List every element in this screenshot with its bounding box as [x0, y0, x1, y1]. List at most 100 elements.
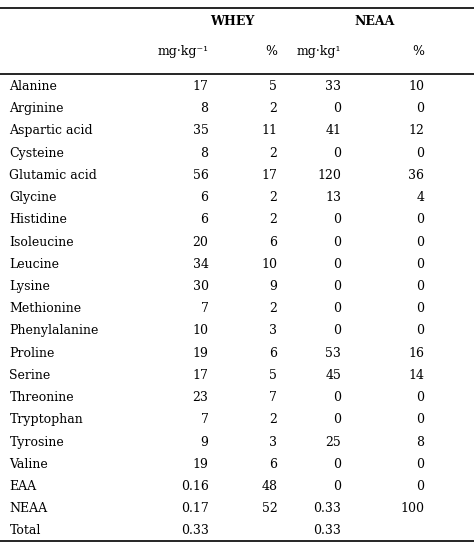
Text: 6: 6 [201, 191, 209, 204]
Text: mg·kg¹: mg·kg¹ [297, 45, 341, 58]
Text: WHEY: WHEY [210, 15, 255, 28]
Text: 48: 48 [261, 480, 277, 493]
Text: 56: 56 [193, 169, 209, 182]
Text: Phenylalanine: Phenylalanine [9, 324, 99, 337]
Text: 52: 52 [262, 502, 277, 515]
Text: %: % [265, 45, 277, 58]
Text: 34: 34 [192, 258, 209, 271]
Text: 53: 53 [326, 347, 341, 360]
Text: 9: 9 [269, 280, 277, 293]
Text: 5: 5 [269, 369, 277, 382]
Text: Tryptophan: Tryptophan [9, 413, 83, 426]
Text: 2: 2 [269, 102, 277, 115]
Text: 7: 7 [201, 302, 209, 315]
Text: 0: 0 [416, 480, 424, 493]
Text: 0.33: 0.33 [181, 525, 209, 537]
Text: Total: Total [9, 525, 41, 537]
Text: 0: 0 [416, 102, 424, 115]
Text: 16: 16 [408, 347, 424, 360]
Text: 8: 8 [201, 102, 209, 115]
Text: 0: 0 [333, 258, 341, 271]
Text: Lysine: Lysine [9, 280, 50, 293]
Text: 6: 6 [269, 347, 277, 360]
Text: 10: 10 [261, 258, 277, 271]
Text: 0: 0 [416, 235, 424, 248]
Text: 6: 6 [269, 235, 277, 248]
Text: 33: 33 [325, 80, 341, 93]
Text: Proline: Proline [9, 347, 55, 360]
Text: 0: 0 [333, 235, 341, 248]
Text: Arginine: Arginine [9, 102, 64, 115]
Text: 0: 0 [416, 280, 424, 293]
Text: Methionine: Methionine [9, 302, 82, 315]
Text: Glutamic acid: Glutamic acid [9, 169, 97, 182]
Text: 0: 0 [333, 280, 341, 293]
Text: Histidine: Histidine [9, 213, 67, 226]
Text: 0: 0 [416, 324, 424, 337]
Text: 0: 0 [416, 146, 424, 159]
Text: Isoleucine: Isoleucine [9, 235, 74, 248]
Text: 0: 0 [333, 480, 341, 493]
Text: 12: 12 [409, 124, 424, 138]
Text: 2: 2 [269, 191, 277, 204]
Text: 100: 100 [400, 502, 424, 515]
Text: 0.33: 0.33 [313, 502, 341, 515]
Text: 7: 7 [269, 391, 277, 404]
Text: 0: 0 [333, 102, 341, 115]
Text: 41: 41 [325, 124, 341, 138]
Text: 19: 19 [193, 347, 209, 360]
Text: 0.33: 0.33 [313, 525, 341, 537]
Text: 6: 6 [201, 213, 209, 226]
Text: Valine: Valine [9, 458, 48, 471]
Text: 0: 0 [333, 324, 341, 337]
Text: 2: 2 [269, 413, 277, 426]
Text: 5: 5 [269, 80, 277, 93]
Text: 0.16: 0.16 [181, 480, 209, 493]
Text: 19: 19 [193, 458, 209, 471]
Text: 0: 0 [416, 302, 424, 315]
Text: 3: 3 [269, 436, 277, 449]
Text: 17: 17 [262, 169, 277, 182]
Text: Leucine: Leucine [9, 258, 59, 271]
Text: 0: 0 [416, 258, 424, 271]
Text: 25: 25 [326, 436, 341, 449]
Text: 9: 9 [201, 436, 209, 449]
Text: 0: 0 [416, 413, 424, 426]
Text: Glycine: Glycine [9, 191, 57, 204]
Text: 23: 23 [193, 391, 209, 404]
Text: 120: 120 [318, 169, 341, 182]
Text: NEAA: NEAA [354, 15, 395, 28]
Text: 0.17: 0.17 [181, 502, 209, 515]
Text: 0: 0 [416, 391, 424, 404]
Text: 36: 36 [408, 169, 424, 182]
Text: 0: 0 [416, 213, 424, 226]
Text: 2: 2 [269, 302, 277, 315]
Text: EAA: EAA [9, 480, 36, 493]
Text: 3: 3 [269, 324, 277, 337]
Text: 8: 8 [416, 436, 424, 449]
Text: 20: 20 [193, 235, 209, 248]
Text: 13: 13 [325, 191, 341, 204]
Text: 45: 45 [326, 369, 341, 382]
Text: 0: 0 [333, 302, 341, 315]
Text: 17: 17 [193, 369, 209, 382]
Text: 10: 10 [192, 324, 209, 337]
Text: Cysteine: Cysteine [9, 146, 64, 159]
Text: Serine: Serine [9, 369, 51, 382]
Text: 35: 35 [193, 124, 209, 138]
Text: Alanine: Alanine [9, 80, 57, 93]
Text: 17: 17 [193, 80, 209, 93]
Text: 0: 0 [333, 213, 341, 226]
Text: 30: 30 [192, 280, 209, 293]
Text: 0: 0 [416, 458, 424, 471]
Text: 0: 0 [333, 146, 341, 159]
Text: mg·kg⁻¹: mg·kg⁻¹ [157, 45, 209, 58]
Text: 7: 7 [201, 413, 209, 426]
Text: 11: 11 [261, 124, 277, 138]
Text: Tyrosine: Tyrosine [9, 436, 64, 449]
Text: 8: 8 [201, 146, 209, 159]
Text: 14: 14 [408, 369, 424, 382]
Text: 10: 10 [408, 80, 424, 93]
Text: Threonine: Threonine [9, 391, 74, 404]
Text: NEAA: NEAA [9, 502, 47, 515]
